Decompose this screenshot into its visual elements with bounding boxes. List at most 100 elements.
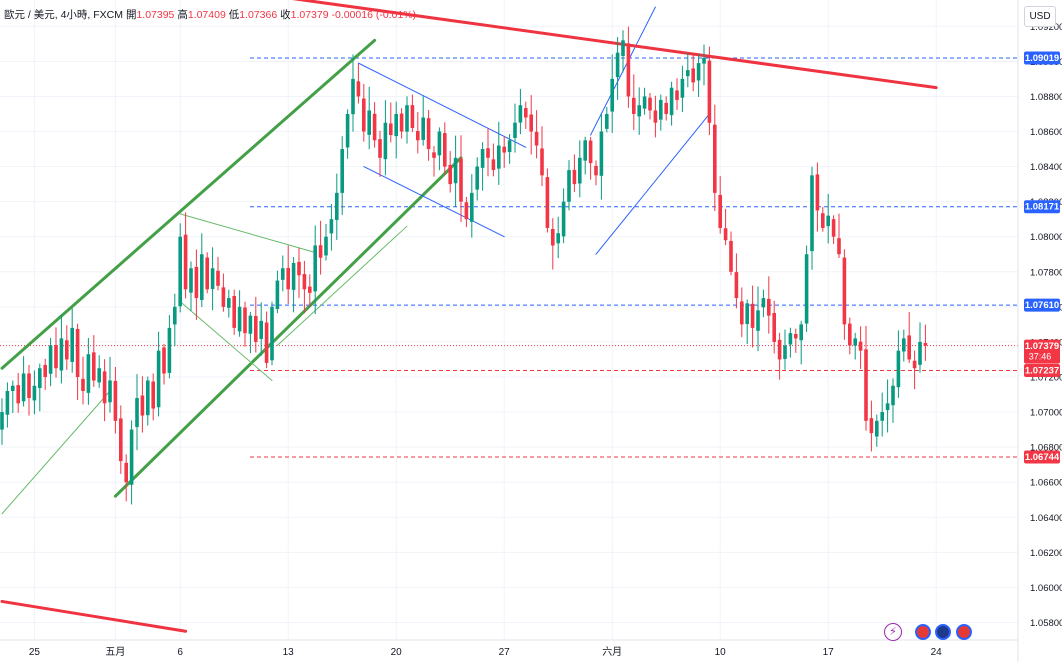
candle-body <box>43 364 47 377</box>
trendlines[interactable] <box>0 0 938 633</box>
candle-body <box>281 268 285 280</box>
candle-body <box>486 148 490 158</box>
candle-body <box>923 343 928 346</box>
candle-body <box>842 257 847 325</box>
candle-body <box>891 385 895 406</box>
us-flag-icon[interactable] <box>915 624 931 640</box>
y-tick-label: 1.09200 <box>1030 22 1062 33</box>
candle-body <box>713 124 717 193</box>
candle-body <box>783 345 787 359</box>
candle-body <box>259 320 263 339</box>
low-value: 1.07366 <box>239 9 278 21</box>
candle-body <box>405 105 409 132</box>
candle-body <box>329 219 334 234</box>
candle-body <box>777 339 782 360</box>
candle-body <box>210 268 215 290</box>
candle-body <box>858 341 863 351</box>
price-label-text: 1.07610 <box>1025 300 1059 311</box>
trendline[interactable] <box>179 213 316 253</box>
candle-body <box>605 113 609 129</box>
candle-body <box>610 78 614 112</box>
candle-body <box>918 341 922 365</box>
candle-body <box>351 78 355 115</box>
trendline[interactable] <box>1 390 111 515</box>
y-tick-label: 1.06000 <box>1030 583 1062 594</box>
change-value: -0.00016 (-0.01%) <box>331 9 417 21</box>
x-tick-label: 27 <box>499 647 511 658</box>
candle-body <box>11 385 15 391</box>
candle-body <box>151 381 155 409</box>
candle-body <box>831 219 836 237</box>
candle-body <box>313 245 317 292</box>
trendline[interactable] <box>113 156 463 498</box>
candle-body <box>459 158 463 202</box>
globe-icon[interactable] <box>956 624 972 640</box>
trendline[interactable] <box>357 62 527 148</box>
price-label-tag <box>1024 51 1060 65</box>
high-value: 1.07409 <box>187 9 226 21</box>
candle-body <box>464 202 469 220</box>
candle-body <box>848 323 852 346</box>
candle-body <box>0 412 4 430</box>
candle-body <box>875 420 879 437</box>
candle-body <box>545 177 550 228</box>
candle-body <box>216 270 220 286</box>
candle-body <box>146 380 150 416</box>
candle-body <box>794 333 798 339</box>
candle-body <box>718 194 722 228</box>
trendline[interactable] <box>240 0 938 90</box>
candle-body <box>221 287 226 307</box>
candle-body <box>86 354 91 393</box>
candle-body <box>551 228 555 246</box>
candle-body <box>5 391 10 415</box>
trendline[interactable] <box>363 166 505 238</box>
trendline[interactable] <box>595 113 710 255</box>
time-axis[interactable]: 25 五月 6 13 20 27 六月 10 17 24 <box>0 639 1018 658</box>
price-label-tag <box>1024 450 1060 464</box>
candle-body <box>556 233 560 244</box>
candle-body <box>416 131 420 141</box>
candle-body <box>232 296 236 328</box>
candle-body <box>167 327 172 373</box>
candle-body <box>826 215 830 227</box>
x-tick-label: 五月 <box>105 646 125 658</box>
price-label-tag <box>1024 363 1060 377</box>
candle-body <box>394 113 398 137</box>
currency-button[interactable]: USD <box>1024 6 1056 27</box>
trendline[interactable] <box>0 599 188 633</box>
candle-body <box>885 403 890 411</box>
candle-body <box>588 140 593 164</box>
price-axis[interactable]: 1.05800 1.06000 1.06200 1.06400 1.06600 1.068… <box>1017 0 1062 662</box>
candle-body <box>432 152 436 158</box>
candle-body <box>75 328 80 377</box>
candle-body <box>502 146 506 153</box>
trendline[interactable] <box>276 225 408 346</box>
y-tick-label: 1.07000 <box>1030 408 1062 419</box>
candle-body <box>124 462 128 483</box>
candle-body <box>254 315 258 342</box>
candle-body <box>480 149 485 168</box>
grid-lines <box>0 0 1018 640</box>
trendline[interactable] <box>0 38 377 370</box>
candle-body <box>178 236 182 307</box>
close-label: 收 <box>280 9 291 21</box>
bolt-icon[interactable]: ⚡ <box>884 623 902 641</box>
y-tick-label: 1.08800 <box>1030 92 1062 103</box>
candle-body <box>243 307 247 334</box>
candle-body <box>518 105 523 123</box>
us-flag-icon[interactable] <box>935 624 951 640</box>
candle-body <box>799 324 803 341</box>
horizontal-price-lines <box>0 57 1018 458</box>
candle-body <box>340 149 344 193</box>
candle-body <box>680 78 685 98</box>
candle-body <box>869 418 874 434</box>
candle-body <box>653 110 658 123</box>
y-tick-label: 1.05800 <box>1030 618 1062 629</box>
trendline[interactable] <box>179 301 273 381</box>
candle-body <box>318 245 323 258</box>
candle-body <box>92 352 96 381</box>
candle-body <box>767 298 771 316</box>
candle-body <box>761 298 766 308</box>
